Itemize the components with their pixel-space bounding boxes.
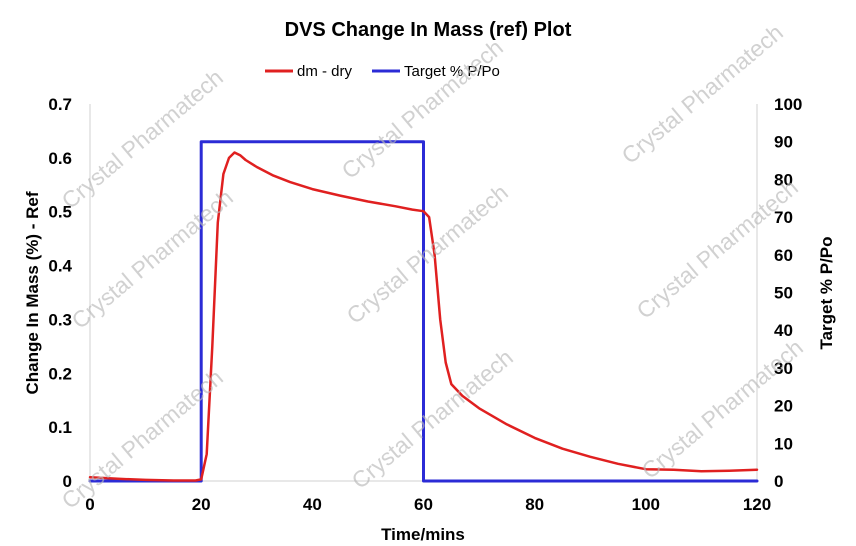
y-left-tick-label: 0.2 bbox=[48, 364, 72, 383]
legend: dm - dry Target % P/Po bbox=[265, 63, 500, 80]
chart-title: DVS Change In Mass (ref) Plot bbox=[285, 19, 572, 41]
x-tick-label: 20 bbox=[192, 495, 211, 514]
series-line-dm-dry bbox=[88, 151, 759, 482]
x-axis-label: Time/mins bbox=[381, 525, 465, 544]
y-axis-right-label: Target % P/Po bbox=[817, 236, 836, 349]
y-right-tick-label: 80 bbox=[774, 170, 793, 189]
y-right-tick-label: 60 bbox=[774, 246, 793, 265]
y-right-tick-label: 70 bbox=[774, 208, 793, 227]
x-tick-label: 100 bbox=[632, 495, 660, 514]
x-tick-label: 120 bbox=[743, 495, 771, 514]
y-right-tick-label: 20 bbox=[774, 397, 793, 416]
legend-label-dm-dry: dm - dry bbox=[297, 63, 353, 80]
legend-label-target: Target % P/Po bbox=[404, 63, 500, 80]
y-right-tick-label: 50 bbox=[774, 284, 793, 303]
y-left-tick-label: 0 bbox=[63, 472, 72, 491]
tick-labels: 0 20 40 60 80 100 12000.10.20.30.40.50.60.7010… bbox=[48, 95, 802, 514]
series-layer bbox=[88, 140, 759, 483]
x-tick-label: 0 bbox=[85, 495, 94, 514]
watermark: Crystal Pharmatech bbox=[347, 344, 518, 494]
y-right-tick-label: 100 bbox=[774, 95, 802, 114]
y-left-tick-label: 0.6 bbox=[48, 149, 72, 168]
y-left-tick-label: 0.7 bbox=[48, 95, 72, 114]
y-right-tick-label: 0 bbox=[774, 472, 783, 491]
y-left-tick-label: 0.4 bbox=[48, 257, 72, 276]
y-right-tick-label: 30 bbox=[774, 359, 793, 378]
y-axis-left-label: Change In Mass (%) - Ref bbox=[23, 191, 42, 394]
y-right-tick-label: 40 bbox=[774, 321, 793, 340]
x-tick-label: 60 bbox=[414, 495, 433, 514]
watermark: Crystal Pharmatech bbox=[67, 184, 238, 334]
y-left-tick-label: 0.5 bbox=[48, 203, 72, 222]
y-right-tick-label: 10 bbox=[774, 434, 793, 453]
watermark: Crystal Pharmatech bbox=[617, 19, 788, 169]
x-tick-label: 40 bbox=[303, 495, 322, 514]
y-left-tick-label: 0.3 bbox=[48, 310, 72, 329]
watermarks: Crystal Pharmatech Crystal Pharmatech Cr… bbox=[57, 19, 808, 514]
x-tick-label: 80 bbox=[525, 495, 544, 514]
y-left-tick-label: 0.1 bbox=[48, 418, 72, 437]
y-right-tick-label: 90 bbox=[774, 133, 793, 152]
